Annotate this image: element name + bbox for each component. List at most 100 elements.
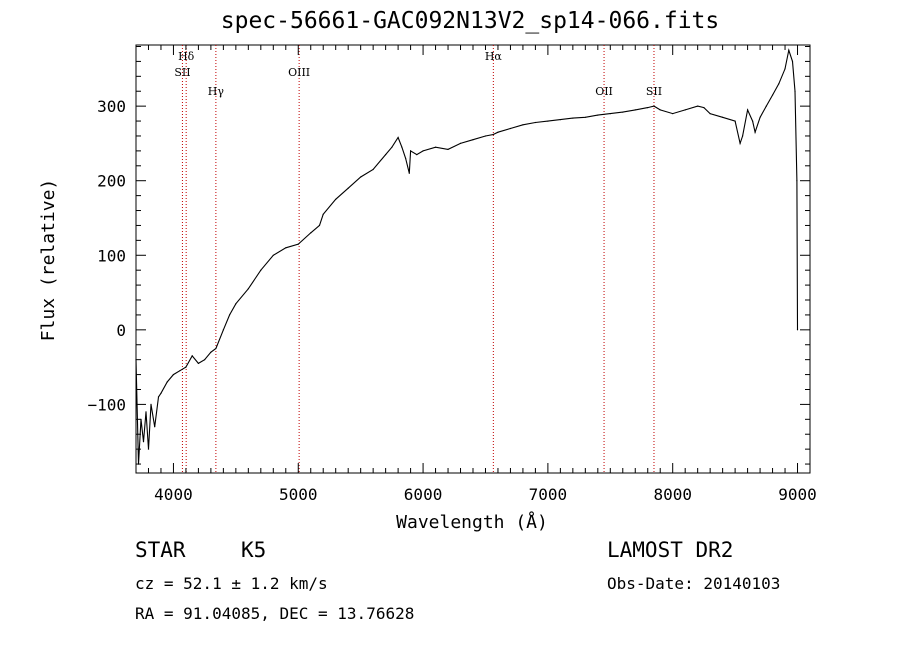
spectrum-point <box>185 366 187 368</box>
spectrum-point <box>285 247 287 249</box>
spectrum-point <box>147 448 150 450</box>
spectrum-point <box>747 109 749 111</box>
chart-title: spec-56661-GAC092N13V2_sp14-066.fits <box>220 8 720 34</box>
spectrum-point <box>784 68 786 70</box>
spectrum-point <box>484 135 487 137</box>
spectrum-point <box>547 120 549 122</box>
spectrum-point <box>322 213 324 215</box>
spectrum-point <box>166 381 168 383</box>
redshift-cz: cz = 52.1 ± 1.2 km/s <box>135 574 328 593</box>
spectrum-point <box>791 60 794 63</box>
spectrum-point <box>150 403 152 405</box>
spectrum-point <box>157 396 160 398</box>
spectrum-point <box>459 142 462 144</box>
spectrum-point <box>778 83 780 85</box>
line-marker-label: OII <box>595 85 613 98</box>
spectrum-point <box>401 146 403 148</box>
spectrum-point <box>197 362 199 364</box>
y-tick-label: 200 <box>97 172 126 191</box>
spectrum-point <box>204 359 206 361</box>
spectrum-point <box>734 120 736 122</box>
survey-name: LAMOST DR2 <box>607 538 734 562</box>
spectrum-point <box>408 172 410 174</box>
spectrum-point <box>372 168 374 171</box>
spectrum-point <box>422 150 424 152</box>
spectrum-point <box>794 90 796 92</box>
spectrum-point <box>310 232 312 234</box>
spectrum-point <box>534 121 537 124</box>
spectrum-point <box>709 113 711 115</box>
spectrum-point <box>347 187 349 189</box>
line-marker-label: Hα <box>485 50 503 63</box>
spectrum-point <box>572 117 574 119</box>
spectrum-point <box>684 109 686 111</box>
spectrum-point <box>435 146 437 148</box>
spectrum-point <box>796 180 798 182</box>
spectrum-point <box>297 243 299 245</box>
object-class: STAR <box>135 538 186 562</box>
observation-date: Obs-Date: 20140103 <box>607 574 781 593</box>
spectrum-line <box>135 48 799 465</box>
line-marker-label: OIII <box>288 66 310 79</box>
spectrum-point <box>235 303 237 305</box>
x-axis-label: Wavelength (Å) <box>396 511 548 533</box>
spectrum-point <box>405 157 407 159</box>
x-tick-label: 8000 <box>653 485 692 504</box>
spectrum-point <box>739 142 741 144</box>
spectrum-point <box>247 288 249 290</box>
plot-frame <box>135 44 811 474</box>
spectrum-point <box>742 135 744 137</box>
x-axis: 4000 5000 6000 7000 8000 9000 <box>147 45 817 504</box>
spectrum-point <box>215 347 217 350</box>
spectrum-series <box>135 48 799 465</box>
spectrum-point <box>272 254 274 256</box>
line-marker-label: Hγ <box>208 85 225 98</box>
spectrum-point <box>759 116 761 118</box>
y-tick-label: −100 <box>87 395 126 414</box>
spectrum-point <box>609 113 611 115</box>
spectrum-point <box>634 109 636 111</box>
spectrum-point <box>210 351 212 353</box>
spectrum-point <box>222 329 224 331</box>
spectrum-point <box>659 109 661 111</box>
spectrum-point <box>410 150 412 152</box>
spectrum-point <box>191 355 193 357</box>
x-tick-label: 7000 <box>529 485 568 504</box>
spectrum-point <box>416 154 418 156</box>
y-tick-label: 300 <box>97 97 126 116</box>
spectrum-point <box>447 148 449 150</box>
x-tick-label: 4000 <box>154 485 193 504</box>
spectrum-point <box>584 116 586 118</box>
spectrum-point <box>472 139 474 141</box>
spectrum-point <box>172 374 174 376</box>
spectrum-point <box>722 116 724 118</box>
line-markers: Hδ SII Hγ OIII Hα OII SII <box>174 45 662 473</box>
spectrum-point <box>229 314 231 316</box>
spectrum-point <box>385 154 387 156</box>
spectrum-point <box>765 105 767 107</box>
spectrum-point <box>497 131 499 133</box>
spectrum-point <box>622 111 624 113</box>
spectrum-point <box>318 224 321 226</box>
spectrum-point <box>597 114 599 116</box>
line-marker-label: SII <box>174 66 190 79</box>
x-tick-label: 9000 <box>778 485 817 504</box>
spectrum-point <box>154 426 156 428</box>
spectrum-point <box>335 198 337 200</box>
spectrum-point <box>509 127 511 130</box>
spectrum-point <box>653 105 655 107</box>
y-axis: −100 0 100 200 300 <box>87 45 810 465</box>
spectrum-point <box>697 105 699 107</box>
y-tick-label: 100 <box>97 246 126 265</box>
spectrum-point <box>772 94 774 96</box>
spectrum-point <box>752 120 754 122</box>
spectrum-point <box>391 146 393 148</box>
spectrum-point <box>397 136 399 139</box>
spectrum-point <box>559 119 562 121</box>
line-marker-label: SII <box>646 85 662 98</box>
y-tick-label: 0 <box>116 321 126 340</box>
spectrum-point <box>788 49 790 51</box>
spectrum-point <box>260 269 262 271</box>
spectrum-point <box>142 441 145 443</box>
